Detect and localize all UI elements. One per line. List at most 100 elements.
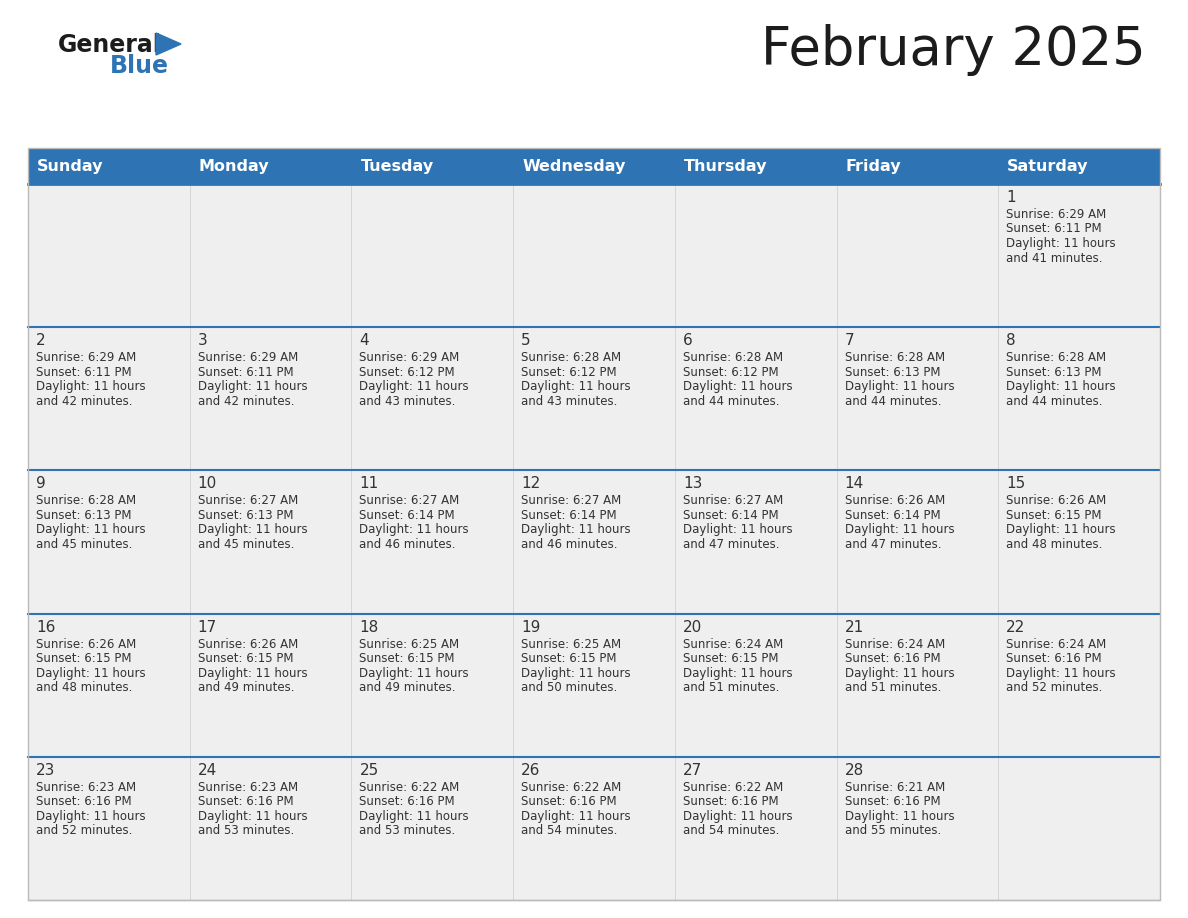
Text: Sunrise: 6:23 AM: Sunrise: 6:23 AM	[36, 781, 137, 794]
Text: 14: 14	[845, 476, 864, 491]
Bar	[675, 327, 836, 470]
Text: Sunrise: 6:28 AM: Sunrise: 6:28 AM	[36, 495, 137, 508]
Bar	[513, 756, 675, 900]
Text: and 42 minutes.: and 42 minutes.	[36, 395, 133, 408]
Text: Daylight: 11 hours: Daylight: 11 hours	[197, 666, 308, 679]
Text: Daylight: 11 hours: Daylight: 11 hours	[845, 810, 954, 823]
Text: and 44 minutes.: and 44 minutes.	[845, 395, 941, 408]
Text: Daylight: 11 hours: Daylight: 11 hours	[522, 666, 631, 679]
Text: Thursday: Thursday	[684, 159, 767, 174]
Text: 9: 9	[36, 476, 46, 491]
Bar	[998, 756, 1159, 900]
Text: Daylight: 11 hours: Daylight: 11 hours	[36, 810, 146, 823]
Text: Sunset: 6:12 PM: Sunset: 6:12 PM	[683, 365, 778, 379]
Text: 2: 2	[36, 333, 45, 348]
Bar	[352, 613, 513, 756]
Text: Daylight: 11 hours: Daylight: 11 hours	[197, 810, 308, 823]
Text: and 55 minutes.: and 55 minutes.	[845, 824, 941, 837]
Text: and 44 minutes.: and 44 minutes.	[683, 395, 779, 408]
Text: Sunrise: 6:29 AM: Sunrise: 6:29 AM	[360, 352, 460, 364]
Bar	[998, 470, 1159, 613]
Text: Sunrise: 6:24 AM: Sunrise: 6:24 AM	[845, 638, 944, 651]
Text: Sunrise: 6:25 AM: Sunrise: 6:25 AM	[360, 638, 460, 651]
Text: Sunset: 6:16 PM: Sunset: 6:16 PM	[522, 795, 617, 809]
Text: Daylight: 11 hours: Daylight: 11 hours	[522, 810, 631, 823]
Text: Sunrise: 6:22 AM: Sunrise: 6:22 AM	[522, 781, 621, 794]
Text: Daylight: 11 hours: Daylight: 11 hours	[522, 523, 631, 536]
Bar	[836, 327, 998, 470]
Bar	[190, 470, 352, 613]
Text: Sunset: 6:15 PM: Sunset: 6:15 PM	[522, 652, 617, 666]
Bar	[29, 148, 1159, 900]
Text: Sunrise: 6:26 AM: Sunrise: 6:26 AM	[197, 638, 298, 651]
Text: Sunset: 6:13 PM: Sunset: 6:13 PM	[197, 509, 293, 522]
Text: Sunrise: 6:28 AM: Sunrise: 6:28 AM	[683, 352, 783, 364]
Text: Sunset: 6:12 PM: Sunset: 6:12 PM	[360, 365, 455, 379]
Text: Sunrise: 6:26 AM: Sunrise: 6:26 AM	[36, 638, 137, 651]
Bar	[29, 148, 190, 184]
Text: Daylight: 11 hours: Daylight: 11 hours	[1006, 380, 1116, 393]
Bar	[352, 470, 513, 613]
Text: and 52 minutes.: and 52 minutes.	[1006, 681, 1102, 694]
Text: Monday: Monday	[198, 159, 270, 174]
Text: and 41 minutes.: and 41 minutes.	[1006, 252, 1102, 264]
Bar	[675, 470, 836, 613]
Text: Sunrise: 6:27 AM: Sunrise: 6:27 AM	[360, 495, 460, 508]
Text: Sunset: 6:14 PM: Sunset: 6:14 PM	[360, 509, 455, 522]
Text: Sunrise: 6:29 AM: Sunrise: 6:29 AM	[36, 352, 137, 364]
Text: 10: 10	[197, 476, 217, 491]
Text: and 53 minutes.: and 53 minutes.	[360, 824, 456, 837]
Text: Sunset: 6:16 PM: Sunset: 6:16 PM	[1006, 652, 1102, 666]
Bar	[836, 184, 998, 327]
Text: Sunset: 6:15 PM: Sunset: 6:15 PM	[1006, 509, 1101, 522]
Bar	[836, 148, 998, 184]
Text: Sunrise: 6:23 AM: Sunrise: 6:23 AM	[197, 781, 298, 794]
Text: 16: 16	[36, 620, 56, 634]
Text: 4: 4	[360, 333, 369, 348]
Text: Sunset: 6:15 PM: Sunset: 6:15 PM	[36, 652, 132, 666]
Text: and 54 minutes.: and 54 minutes.	[683, 824, 779, 837]
Bar	[190, 756, 352, 900]
Text: and 49 minutes.: and 49 minutes.	[360, 681, 456, 694]
Text: and 48 minutes.: and 48 minutes.	[36, 681, 132, 694]
Bar	[352, 756, 513, 900]
Bar	[836, 613, 998, 756]
Text: Daylight: 11 hours: Daylight: 11 hours	[683, 523, 792, 536]
Text: Sunset: 6:11 PM: Sunset: 6:11 PM	[36, 365, 132, 379]
Text: Daylight: 11 hours: Daylight: 11 hours	[360, 523, 469, 536]
Bar	[998, 184, 1159, 327]
Text: and 44 minutes.: and 44 minutes.	[1006, 395, 1102, 408]
Text: Sunset: 6:15 PM: Sunset: 6:15 PM	[360, 652, 455, 666]
Bar	[29, 613, 190, 756]
Text: Sunrise: 6:26 AM: Sunrise: 6:26 AM	[1006, 495, 1106, 508]
Text: Daylight: 11 hours: Daylight: 11 hours	[197, 523, 308, 536]
Text: Sunset: 6:16 PM: Sunset: 6:16 PM	[683, 795, 778, 809]
Text: Daylight: 11 hours: Daylight: 11 hours	[1006, 666, 1116, 679]
Text: Sunrise: 6:28 AM: Sunrise: 6:28 AM	[1006, 352, 1106, 364]
Text: and 51 minutes.: and 51 minutes.	[845, 681, 941, 694]
Text: 11: 11	[360, 476, 379, 491]
Bar	[29, 184, 190, 327]
Text: Sunrise: 6:28 AM: Sunrise: 6:28 AM	[845, 352, 944, 364]
Text: Sunrise: 6:24 AM: Sunrise: 6:24 AM	[683, 638, 783, 651]
Text: and 47 minutes.: and 47 minutes.	[845, 538, 941, 551]
Text: Sunrise: 6:27 AM: Sunrise: 6:27 AM	[683, 495, 783, 508]
Text: Sunrise: 6:28 AM: Sunrise: 6:28 AM	[522, 352, 621, 364]
Text: Sunset: 6:16 PM: Sunset: 6:16 PM	[197, 795, 293, 809]
Text: Sunset: 6:13 PM: Sunset: 6:13 PM	[1006, 365, 1101, 379]
Text: 23: 23	[36, 763, 56, 778]
Text: 22: 22	[1006, 620, 1025, 634]
Text: and 51 minutes.: and 51 minutes.	[683, 681, 779, 694]
Bar	[675, 148, 836, 184]
Bar	[29, 327, 190, 470]
Text: Sunrise: 6:21 AM: Sunrise: 6:21 AM	[845, 781, 944, 794]
Bar	[29, 756, 190, 900]
Text: 25: 25	[360, 763, 379, 778]
Text: 20: 20	[683, 620, 702, 634]
Text: Sunset: 6:16 PM: Sunset: 6:16 PM	[36, 795, 132, 809]
Text: Wednesday: Wednesday	[523, 159, 626, 174]
Text: Daylight: 11 hours: Daylight: 11 hours	[360, 666, 469, 679]
Text: Sunset: 6:14 PM: Sunset: 6:14 PM	[845, 509, 940, 522]
Text: Daylight: 11 hours: Daylight: 11 hours	[197, 380, 308, 393]
Text: 1: 1	[1006, 190, 1016, 205]
